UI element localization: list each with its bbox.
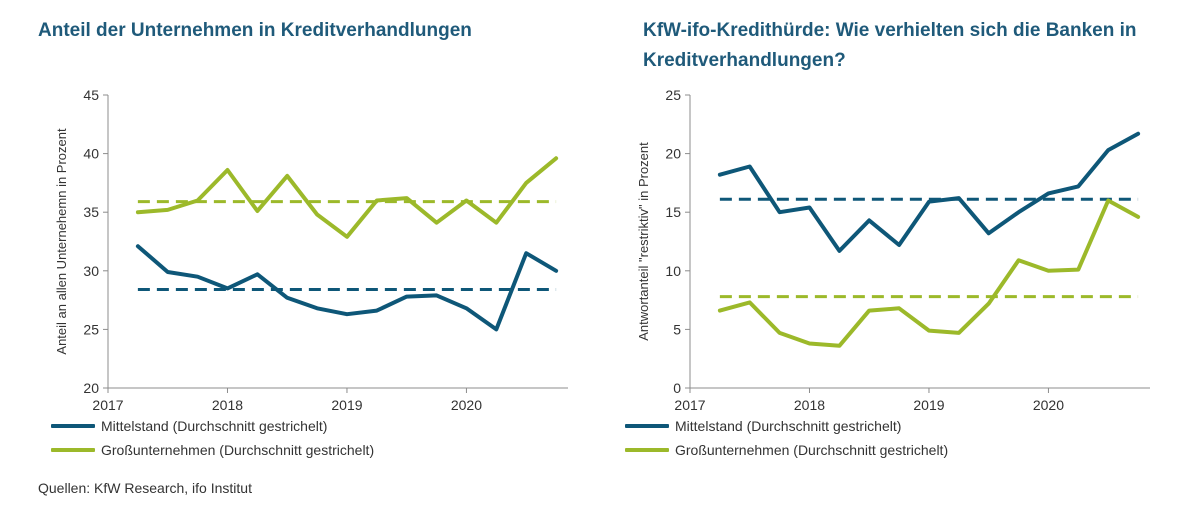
legend-label-gross: Großunternehmen (Durchschnitt gestrichel… (675, 442, 949, 458)
legend-swatch-gross (625, 448, 669, 452)
y-tick-label: 45 (83, 87, 99, 103)
legend-item-mittelstand: Mittelstand (Durchschnitt gestrichelt) (51, 414, 374, 438)
y-axis-label: Anteil an allen Unternehemn in Prozent (54, 128, 69, 355)
y-tick-label: 20 (83, 380, 99, 396)
legend-swatch-gross (51, 448, 95, 452)
y-tick-label: 5 (673, 321, 681, 337)
legend-item-gross: Großunternehmen (Durchschnitt gestrichel… (625, 438, 948, 462)
x-tick-label: 2017 (674, 397, 705, 413)
y-tick-label: 20 (665, 146, 681, 162)
y-tick-label: 40 (83, 146, 99, 162)
legend-label-mittelstand: Mittelstand (Durchschnitt gestrichelt) (101, 418, 328, 434)
source-note: Quellen: KfW Research, ifo Institut (38, 480, 252, 496)
y-tick-label: 35 (83, 204, 99, 220)
legend-right: Mittelstand (Durchschnitt gestrichelt) G… (625, 414, 948, 462)
y-axis-label: Antwortanteil "restriktiv" in Prozent (636, 142, 651, 341)
x-tick-label: 2020 (1033, 397, 1064, 413)
chart-left: 20 25 30 35 40 45 2017 2018 2019 2020 Anteil an al… (54, 87, 568, 413)
series-line-gross (717, 198, 1141, 348)
y-tick-label: 25 (665, 87, 681, 103)
chart-right: 0 5 10 15 20 25 2017 2018 2019 2020 Antwortanteil … (636, 87, 1150, 413)
legend-swatch-mittelstand (51, 424, 95, 428)
legend-swatch-mittelstand (625, 424, 669, 428)
y-tick-label: 0 (673, 380, 681, 396)
legend-item-gross: Großunternehmen (Durchschnitt gestrichel… (51, 438, 374, 462)
chart-title-right: KfW-ifo-Kredithürde: Wie verhielten sich… (643, 20, 1137, 71)
series-line-mittelstand (717, 131, 1141, 253)
legend-item-mittelstand: Mittelstand (Durchschnitt gestrichelt) (625, 414, 948, 438)
x-tick-label: 2019 (913, 397, 944, 413)
x-tick-label: 2018 (212, 397, 243, 413)
series-line-gross (135, 156, 559, 239)
legend-label-mittelstand: Mittelstand (Durchschnitt gestrichelt) (675, 418, 902, 434)
x-tick-label: 2019 (331, 397, 362, 413)
y-tick-label: 30 (83, 263, 99, 279)
y-tick-label: 25 (83, 321, 99, 337)
x-tick-label: 2018 (794, 397, 825, 413)
x-tick-label: 2017 (92, 397, 123, 413)
series-line-mittelstand (135, 244, 559, 332)
legend-label-gross: Großunternehmen (Durchschnitt gestrichel… (101, 442, 375, 458)
legend-left: Mittelstand (Durchschnitt gestrichelt) G… (51, 414, 374, 462)
y-tick-label: 10 (665, 263, 681, 279)
x-tick-label: 2020 (451, 397, 482, 413)
chart-title-left: Anteil der Unternehmen in Kreditverhandl… (38, 20, 472, 41)
y-tick-label: 15 (665, 204, 681, 220)
